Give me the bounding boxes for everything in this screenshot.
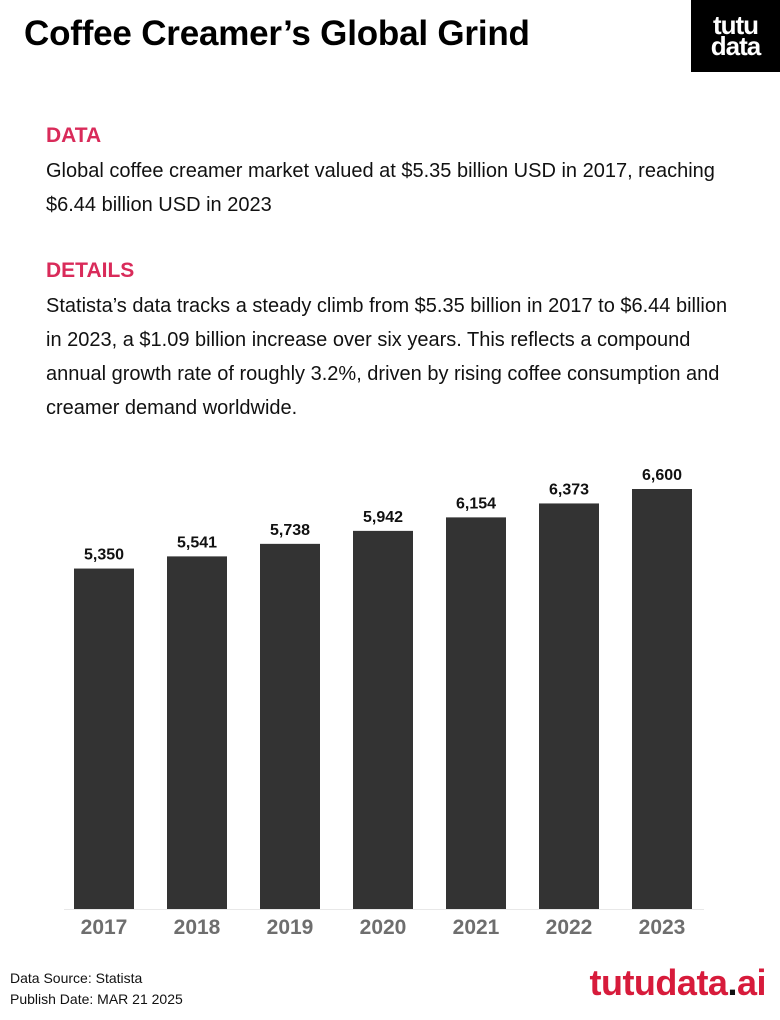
x-tick-label-2021: 2021 — [453, 916, 500, 939]
page-title: Coffee Creamer’s Global Grind — [24, 14, 530, 53]
bar-2017 — [74, 568, 134, 909]
bar-value-label-2018: 5,541 — [177, 534, 217, 551]
bar-2021 — [446, 517, 506, 909]
brand-wordmark: tutudata.ai — [589, 962, 766, 1004]
bar-value-label-2021: 6,154 — [456, 495, 496, 512]
bar-value-label-2020: 5,942 — [363, 509, 403, 526]
bar-2018 — [167, 556, 227, 909]
bar-chart: 5,350 2017 5,541 2018 5,738 2019 5,942 2020 6,15… — [64, 467, 704, 939]
logo-line-2: data — [710, 31, 761, 61]
brand-main: tutudata — [589, 962, 728, 1003]
logo-line-1: tutu — [712, 9, 759, 40]
publish-date: Publish Date: MAR 21 2025 — [10, 991, 183, 1007]
x-tick-label-2017: 2017 — [81, 916, 128, 939]
bar-value-label-2019: 5,738 — [270, 522, 310, 539]
bar-2019 — [260, 543, 320, 909]
x-tick-label-2018: 2018 — [174, 916, 221, 939]
data-section: DATA Global coffee creamer market valued… — [46, 124, 746, 222]
bar-value-label-2022: 6,373 — [549, 481, 589, 498]
bar-2020 — [353, 530, 413, 909]
footer-info: Data Source: Statista Publish Date: MAR … — [10, 968, 183, 1010]
brand-dot: . — [727, 962, 737, 1003]
bar-2022 — [539, 503, 599, 909]
tutudata-logo: tutu data — [691, 0, 780, 72]
data-heading: DATA — [46, 124, 102, 147]
bar-value-label-2023: 6,600 — [642, 467, 682, 484]
data-text: Global coffee creamer market valued at $… — [46, 160, 715, 216]
details-section: DETAILS Statista’s data tracks a steady … — [46, 259, 746, 425]
details-text: Statista’s data tracks a steady climb fr… — [46, 295, 728, 419]
x-tick-label-2022: 2022 — [546, 916, 593, 939]
x-tick-label-2020: 2020 — [360, 916, 407, 939]
data-source: Data Source: Statista — [10, 970, 143, 986]
x-tick-label-2019: 2019 — [267, 916, 314, 939]
bar-value-label-2017: 5,350 — [84, 547, 124, 564]
bar-2023 — [632, 489, 692, 909]
brand-suffix: ai — [736, 962, 767, 1003]
details-heading: DETAILS — [46, 259, 135, 282]
x-tick-label-2023: 2023 — [639, 916, 686, 939]
